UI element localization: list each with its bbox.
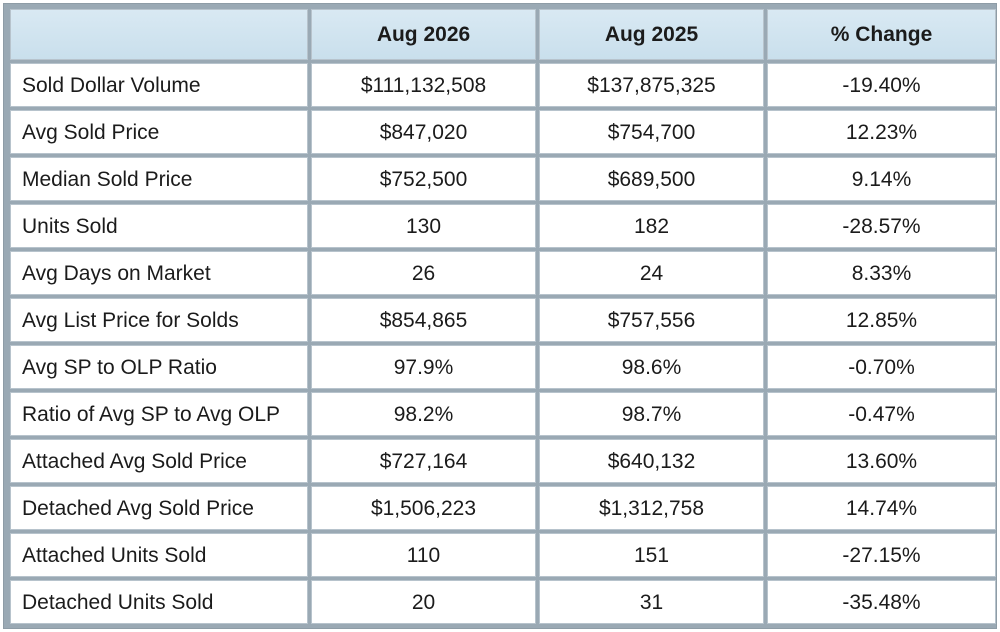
table-row: Attached Units Sold 110 151 -27.15% bbox=[10, 533, 996, 577]
current-value: 110 bbox=[311, 533, 536, 577]
current-value: 20 bbox=[311, 580, 536, 624]
previous-value: $757,556 bbox=[539, 298, 764, 342]
change-value: -19.40% bbox=[767, 63, 996, 107]
previous-value: $640,132 bbox=[539, 439, 764, 483]
change-value: 12.23% bbox=[767, 110, 996, 154]
row-label: Avg List Price for Solds bbox=[10, 298, 308, 342]
table-row: Avg Sold Price $847,020 $754,700 12.23% bbox=[10, 110, 996, 154]
table-row: Sold Dollar Volume $111,132,508 $137,875… bbox=[10, 63, 996, 107]
current-value: $1,506,223 bbox=[311, 486, 536, 530]
previous-value: 31 bbox=[539, 580, 764, 624]
current-value: $752,500 bbox=[311, 157, 536, 201]
table-row: Detached Avg Sold Price $1,506,223 $1,31… bbox=[10, 486, 996, 530]
change-value: 12.85% bbox=[767, 298, 996, 342]
previous-value: 98.6% bbox=[539, 345, 764, 389]
previous-value: 151 bbox=[539, 533, 764, 577]
row-label: Median Sold Price bbox=[10, 157, 308, 201]
header-blank-cell bbox=[10, 9, 308, 60]
change-value: 9.14% bbox=[767, 157, 996, 201]
current-value: $854,865 bbox=[311, 298, 536, 342]
header-row: Aug 2026 Aug 2025 % Change bbox=[10, 9, 996, 60]
previous-value: $137,875,325 bbox=[539, 63, 764, 107]
header-aug-2025: Aug 2025 bbox=[539, 9, 764, 60]
row-label: Avg Days on Market bbox=[10, 251, 308, 295]
row-label: Attached Avg Sold Price bbox=[10, 439, 308, 483]
change-value: -0.47% bbox=[767, 392, 996, 436]
current-value: 98.2% bbox=[311, 392, 536, 436]
table-row: Detached Units Sold 20 31 -35.48% bbox=[10, 580, 996, 624]
current-value: $111,132,508 bbox=[311, 63, 536, 107]
table-row: Units Sold 130 182 -28.57% bbox=[10, 204, 996, 248]
market-stats-table: Aug 2026 Aug 2025 % Change Sold Dollar V… bbox=[7, 6, 999, 627]
current-value: $847,020 bbox=[311, 110, 536, 154]
row-label: Ratio of Avg SP to Avg OLP bbox=[10, 392, 308, 436]
row-label: Avg Sold Price bbox=[10, 110, 308, 154]
row-label: Sold Dollar Volume bbox=[10, 63, 308, 107]
table-row: Avg Days on Market 26 24 8.33% bbox=[10, 251, 996, 295]
table-row: Median Sold Price $752,500 $689,500 9.14… bbox=[10, 157, 996, 201]
change-value: -0.70% bbox=[767, 345, 996, 389]
table-row: Ratio of Avg SP to Avg OLP 98.2% 98.7% -… bbox=[10, 392, 996, 436]
current-value: 26 bbox=[311, 251, 536, 295]
previous-value: $1,312,758 bbox=[539, 486, 764, 530]
table-row: Attached Avg Sold Price $727,164 $640,13… bbox=[10, 439, 996, 483]
change-value: 13.60% bbox=[767, 439, 996, 483]
header-percent-change: % Change bbox=[767, 9, 996, 60]
current-value: $727,164 bbox=[311, 439, 536, 483]
change-value: -27.15% bbox=[767, 533, 996, 577]
previous-value: 24 bbox=[539, 251, 764, 295]
row-label: Detached Avg Sold Price bbox=[10, 486, 308, 530]
row-label: Units Sold bbox=[10, 204, 308, 248]
current-value: 97.9% bbox=[311, 345, 536, 389]
change-value: -28.57% bbox=[767, 204, 996, 248]
table-row: Avg List Price for Solds $854,865 $757,5… bbox=[10, 298, 996, 342]
header-aug-2026: Aug 2026 bbox=[311, 9, 536, 60]
stats-table-frame: Aug 2026 Aug 2025 % Change Sold Dollar V… bbox=[3, 3, 997, 629]
row-label: Detached Units Sold bbox=[10, 580, 308, 624]
previous-value: $754,700 bbox=[539, 110, 764, 154]
previous-value: 182 bbox=[539, 204, 764, 248]
change-value: 14.74% bbox=[767, 486, 996, 530]
previous-value: 98.7% bbox=[539, 392, 764, 436]
current-value: 130 bbox=[311, 204, 536, 248]
change-value: 8.33% bbox=[767, 251, 996, 295]
row-label: Avg SP to OLP Ratio bbox=[10, 345, 308, 389]
previous-value: $689,500 bbox=[539, 157, 764, 201]
table-row: Avg SP to OLP Ratio 97.9% 98.6% -0.70% bbox=[10, 345, 996, 389]
change-value: -35.48% bbox=[767, 580, 996, 624]
row-label: Attached Units Sold bbox=[10, 533, 308, 577]
